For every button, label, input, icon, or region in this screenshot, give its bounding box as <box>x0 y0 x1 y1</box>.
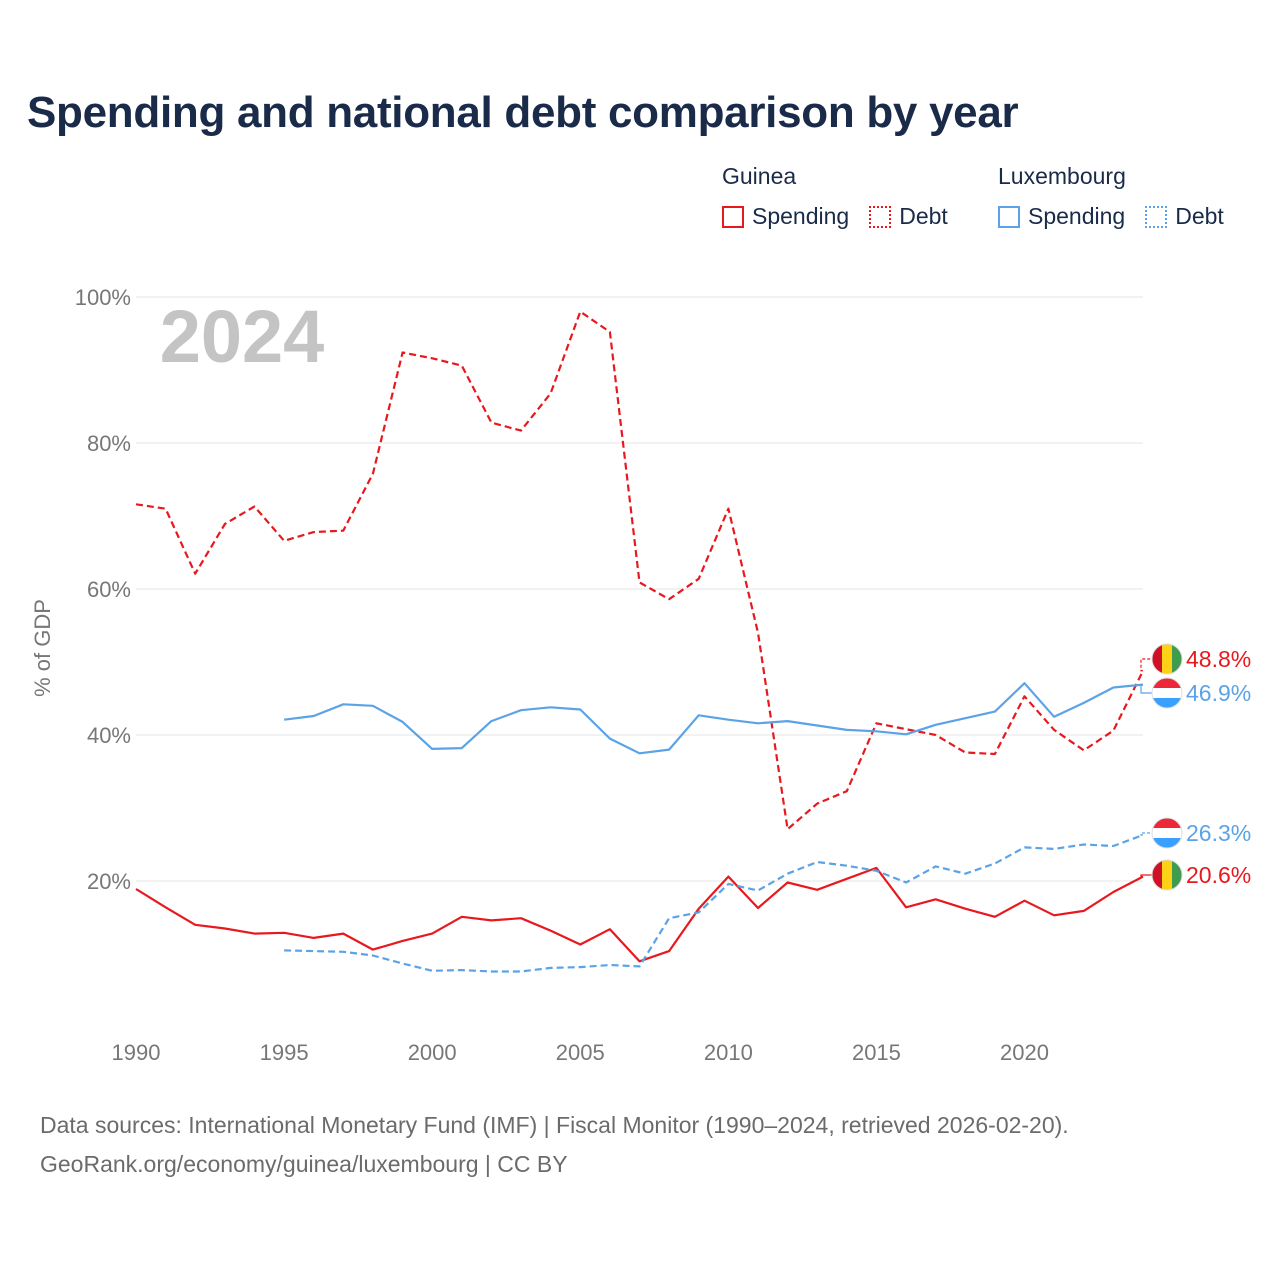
legend-label: Debt <box>1175 203 1224 229</box>
series-line-luxembourg-debt[interactable] <box>284 833 1144 973</box>
legend-group-luxembourg: Luxembourg Spending Debt <box>998 163 1224 230</box>
label-connector <box>1140 658 1152 672</box>
legend-label: Spending <box>752 203 850 229</box>
y-tick-label: 20% <box>87 869 131 894</box>
year-watermark: 2024 <box>160 295 325 378</box>
legend-luxembourg-debt[interactable]: Debt <box>1145 203 1224 230</box>
guinea-flag-icon <box>1151 859 1183 891</box>
sources-line-2[interactable]: GeoRank.org/economy/guinea/luxembourg | … <box>40 1151 568 1177</box>
x-tick-label: 1990 <box>112 1040 161 1065</box>
label-connector <box>1140 832 1152 836</box>
end-value-label: 26.3% <box>1186 820 1251 846</box>
legend-guinea-debt[interactable]: Debt <box>869 203 948 230</box>
y-tick-label: 60% <box>87 577 131 602</box>
x-tick-label: 2015 <box>852 1040 901 1065</box>
series-line-guinea-spending[interactable] <box>135 866 1144 963</box>
legend-luxembourg-spending[interactable]: Spending <box>998 203 1125 230</box>
y-tick-label: 80% <box>87 431 131 456</box>
legend-group-guinea: Guinea Spending Debt <box>722 163 948 230</box>
y-tick-label: 40% <box>87 723 131 748</box>
end-value-label: 20.6% <box>1186 862 1251 888</box>
legend-label: Debt <box>899 203 948 229</box>
legend-country-guinea: Guinea <box>722 163 797 189</box>
luxembourg-flag-icon <box>1151 677 1183 709</box>
x-tick-label: 1995 <box>260 1040 309 1065</box>
legend-label: Spending <box>1028 203 1126 229</box>
series-line-guinea-debt[interactable] <box>135 310 1144 831</box>
legend-swatch-solid-icon <box>722 205 744 228</box>
legend-swatch-dotted-icon <box>869 205 892 228</box>
label-connector <box>1140 874 1152 878</box>
y-tick-label: 100% <box>75 285 131 310</box>
end-value-label: 46.9% <box>1186 680 1251 706</box>
legend-swatch-solid-icon <box>998 205 1020 228</box>
legend-swatch-dotted-icon <box>1145 205 1168 228</box>
x-tick-label: 2005 <box>556 1040 605 1065</box>
data-sources: Data sources: International Monetary Fun… <box>40 1106 1069 1184</box>
end-value-label: 48.8% <box>1186 646 1251 672</box>
series-line-luxembourg-spending[interactable] <box>283 682 1144 755</box>
x-tick-label: 2020 <box>1000 1040 1049 1065</box>
label-connector <box>1140 684 1152 694</box>
x-tick-label: 2000 <box>408 1040 457 1065</box>
legend-country-luxembourg: Luxembourg <box>998 163 1126 189</box>
guinea-flag-icon <box>1151 643 1183 675</box>
sources-line-1: Data sources: International Monetary Fun… <box>40 1112 1069 1138</box>
y-axis-label: % of GDP <box>30 599 55 697</box>
chart-title: Spending and national debt comparison by… <box>27 88 1019 137</box>
legend-guinea-spending[interactable]: Spending <box>722 203 849 230</box>
x-tick-label: 2010 <box>704 1040 753 1065</box>
luxembourg-flag-icon <box>1151 817 1183 849</box>
